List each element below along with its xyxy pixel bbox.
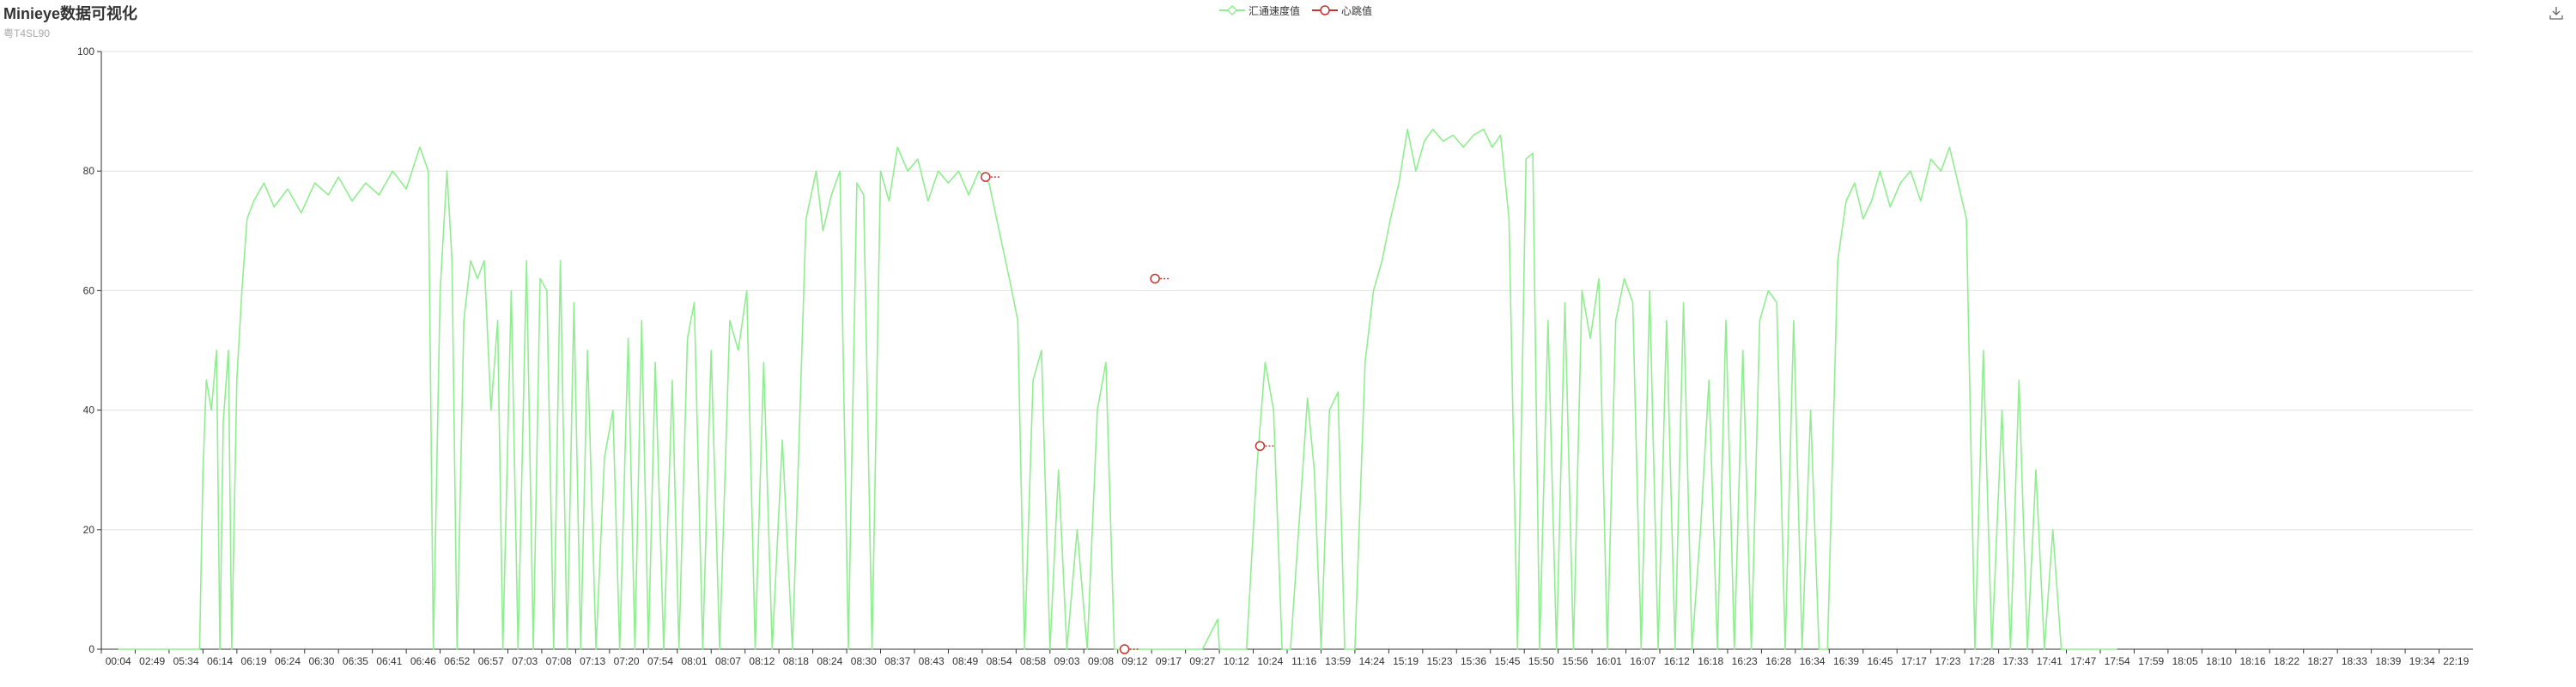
y-tick-label: 40 xyxy=(83,404,95,416)
x-tick-label: 07:20 xyxy=(614,655,640,667)
x-tick-label: 02:49 xyxy=(139,655,165,667)
x-tick-label: 10:24 xyxy=(1257,655,1283,667)
x-tick-label: 10:12 xyxy=(1224,655,1249,667)
x-tick-label: 16:45 xyxy=(1867,655,1893,667)
x-tick-label: 16:07 xyxy=(1630,655,1656,667)
x-tick-label: 06:19 xyxy=(241,655,267,667)
x-tick-label: 18:22 xyxy=(2274,655,2300,667)
x-tick-label: 18:05 xyxy=(2172,655,2198,667)
x-tick-label: 08:49 xyxy=(952,655,978,667)
x-tick-label: 06:14 xyxy=(207,655,233,667)
y-tick-label: 0 xyxy=(88,643,94,655)
x-tick-label: 16:12 xyxy=(1664,655,1690,667)
x-tick-label: 17:41 xyxy=(2037,655,2063,667)
x-tick-label: 08:30 xyxy=(851,655,877,667)
legend-speed-marker xyxy=(1219,4,1245,16)
x-tick-label: 18:33 xyxy=(2342,655,2367,667)
x-tick-label: 06:52 xyxy=(444,655,470,667)
x-tick-label: 17:47 xyxy=(2070,655,2096,667)
x-tick-label: 09:27 xyxy=(1189,655,1215,667)
chart-title: Minieye数据可视化 xyxy=(3,5,138,22)
x-tick-label: 17:17 xyxy=(1901,655,1927,667)
x-tick-label: 17:59 xyxy=(2138,655,2164,667)
x-tick-label: 15:50 xyxy=(1528,655,1554,667)
save-as-image-icon[interactable] xyxy=(2549,5,2564,21)
y-tick-label: 80 xyxy=(83,165,95,177)
x-tick-label: 17:54 xyxy=(2105,655,2130,667)
legend-heartbeat-label: 心跳值 xyxy=(1341,4,1373,17)
heartbeat-point[interactable] xyxy=(1255,441,1266,452)
x-tick-label: 07:03 xyxy=(512,655,538,667)
x-tick-label: 15:23 xyxy=(1427,655,1453,667)
legend-item-heartbeat[interactable]: 心跳值 xyxy=(1312,3,1372,18)
x-tick-label: 09:08 xyxy=(1088,655,1114,667)
legend-item-speed[interactable]: 汇通速度值 xyxy=(1219,3,1300,18)
x-tick-label: 17:23 xyxy=(1935,655,1960,667)
x-tick-label: 15:45 xyxy=(1494,655,1520,667)
x-tick-label: 16:34 xyxy=(1800,655,1826,667)
x-tick-label: 15:19 xyxy=(1393,655,1419,667)
x-tick-label: 18:39 xyxy=(2375,655,2401,667)
x-tick-label: 05:34 xyxy=(173,655,199,667)
x-tick-label: 18:10 xyxy=(2206,655,2232,667)
x-tick-label: 06:46 xyxy=(410,655,436,667)
x-tick-label: 19:34 xyxy=(2409,655,2435,667)
x-tick-label: 06:35 xyxy=(343,655,368,667)
heartbeat-point[interactable] xyxy=(1150,273,1160,284)
x-tick-label: 15:56 xyxy=(1562,655,1588,667)
x-tick-label: 09:12 xyxy=(1121,655,1147,667)
x-tick-label: 16:28 xyxy=(1765,655,1791,667)
x-tick-label: 08:12 xyxy=(749,655,775,667)
y-tick-label: 60 xyxy=(83,284,95,296)
x-tick-label: 17:33 xyxy=(2002,655,2028,667)
x-tick-label: 00:04 xyxy=(106,655,131,667)
x-tick-label: 06:24 xyxy=(275,655,301,667)
x-tick-label: 18:16 xyxy=(2240,655,2266,667)
x-tick-label: 08:37 xyxy=(884,655,910,667)
series-line-speed xyxy=(118,128,2117,650)
legend: 汇通速度值 心跳值 xyxy=(1219,2,1372,19)
x-tick-label: 08:07 xyxy=(715,655,741,667)
x-tick-label: 17:28 xyxy=(1969,655,1995,667)
x-tick-label: 16:18 xyxy=(1698,655,1723,667)
x-tick-label: 06:57 xyxy=(478,655,504,667)
x-tick-label: 18:27 xyxy=(2307,655,2333,667)
x-tick-label: 22:19 xyxy=(2443,655,2469,667)
x-tick-label: 09:03 xyxy=(1054,655,1080,667)
x-tick-label: 07:54 xyxy=(647,655,673,667)
x-tick-label: 08:24 xyxy=(817,655,842,667)
x-tick-label: 08:43 xyxy=(919,655,945,667)
x-tick-label: 14:24 xyxy=(1359,655,1385,667)
legend-heartbeat-marker xyxy=(1312,5,1339,15)
x-tick-label: 07:13 xyxy=(580,655,605,667)
x-tick-label: 15:36 xyxy=(1461,655,1486,667)
x-tick-label: 16:01 xyxy=(1596,655,1622,667)
heartbeat-point[interactable] xyxy=(1119,644,1130,654)
x-tick-label: 13:59 xyxy=(1325,655,1351,667)
x-tick-label: 08:18 xyxy=(783,655,809,667)
heartbeat-point[interactable] xyxy=(981,172,991,182)
x-tick-label: 08:58 xyxy=(1020,655,1046,667)
x-tick-label: 08:54 xyxy=(987,655,1012,667)
x-tick-label: 06:41 xyxy=(376,655,402,667)
y-tick-label: 20 xyxy=(83,524,95,536)
x-tick-label: 07:08 xyxy=(546,655,572,667)
chart-subtitle: 粤T4SL90 xyxy=(3,27,51,40)
legend-speed-label: 汇通速度值 xyxy=(1249,4,1301,17)
x-tick-label: 09:17 xyxy=(1156,655,1182,667)
x-tick-label: 11:16 xyxy=(1291,655,1316,667)
x-tick-label: 16:39 xyxy=(1833,655,1859,667)
x-tick-label: 08:01 xyxy=(681,655,707,667)
x-tick-label: 06:30 xyxy=(308,655,334,667)
y-tick-label: 100 xyxy=(77,46,94,58)
x-tick-label: 16:23 xyxy=(1732,655,1758,667)
